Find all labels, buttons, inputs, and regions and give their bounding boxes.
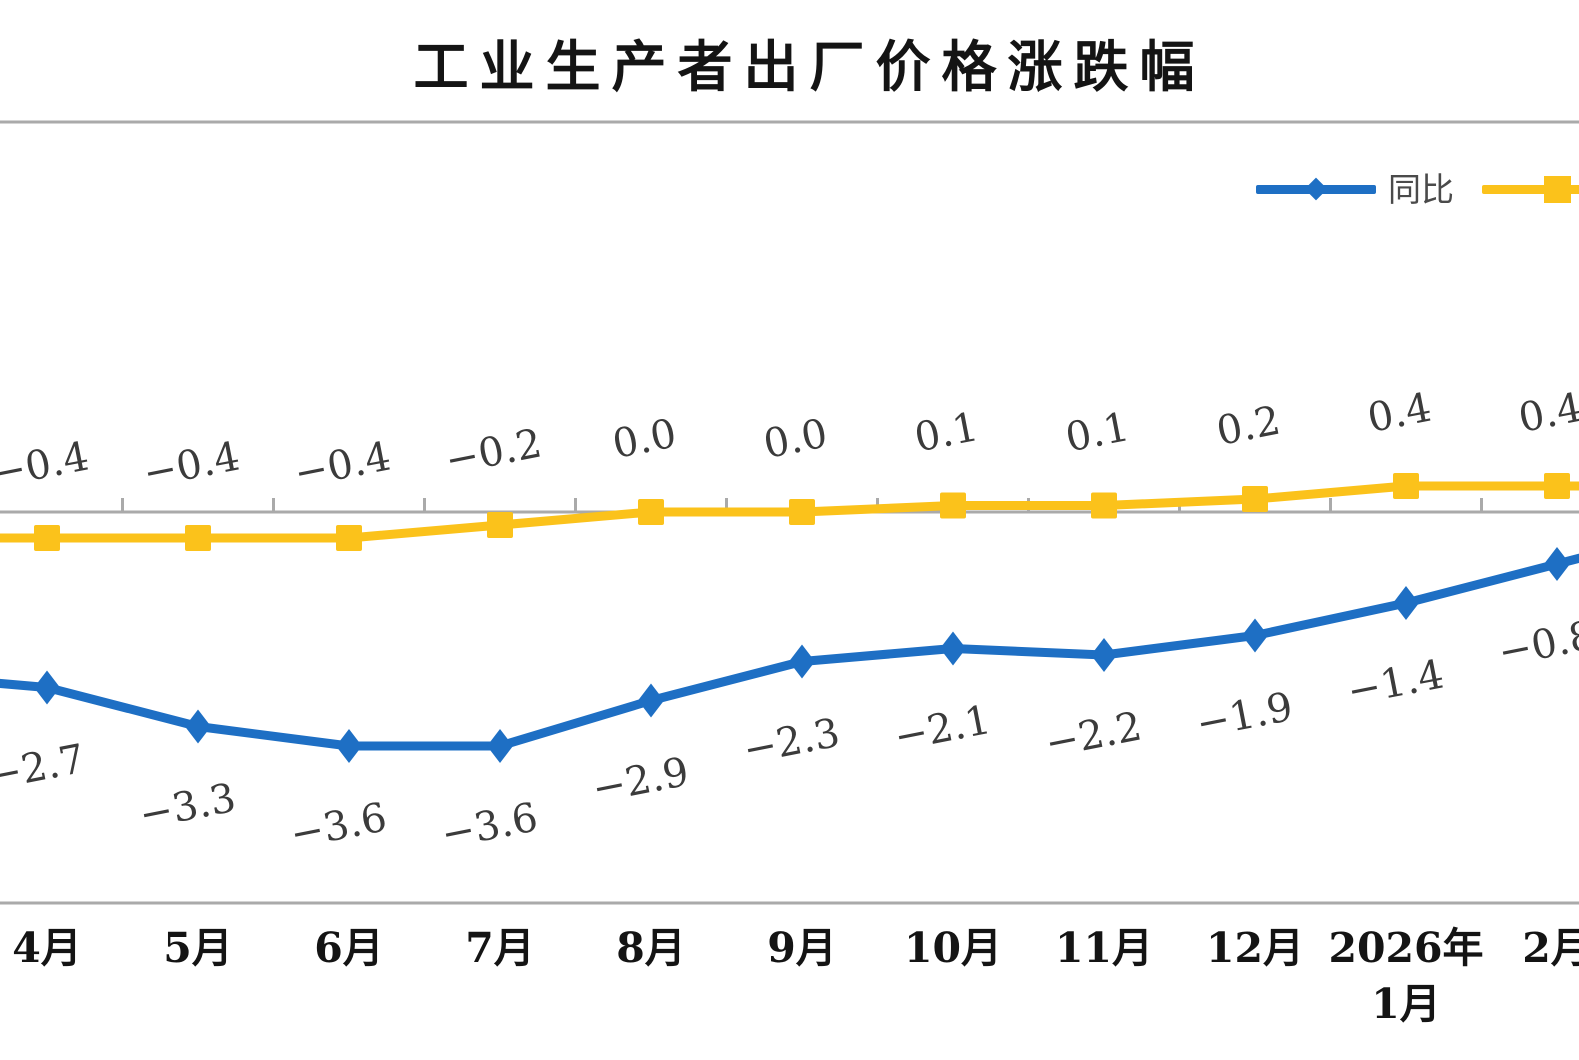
data-label-yoy: −2.2 <box>1041 703 1145 767</box>
data-label-mom: 0.2 <box>1213 398 1284 455</box>
square-marker-icon <box>1091 492 1117 519</box>
legend: 同比 <box>1256 170 1579 208</box>
diamond-marker-icon <box>487 729 513 763</box>
square-marker-icon <box>789 499 815 525</box>
data-label-mom: 0.4 <box>1364 385 1435 442</box>
data-label-mom: −0.4 <box>139 433 243 497</box>
data-label-yoy: −1.4 <box>1343 651 1447 715</box>
legend-item-mom <box>1454 175 1579 203</box>
square-marker-icon <box>638 499 664 525</box>
data-label-mom: 0.1 <box>1062 404 1133 461</box>
square-marker-icon <box>940 492 966 519</box>
diamond-marker-icon <box>1544 547 1570 581</box>
data-label-mom: 0.1 <box>911 404 982 461</box>
x-axis-label: 2月 <box>1522 924 1579 972</box>
data-label-yoy: −3.6 <box>437 794 541 858</box>
square-marker-icon <box>1544 473 1570 499</box>
square-marker-icon <box>185 525 211 551</box>
data-label-mom: −0.2 <box>441 420 545 484</box>
data-label-mom: −0.4 <box>0 433 93 497</box>
square-marker-icon <box>1393 473 1419 499</box>
series-line-yoy <box>0 553 1579 751</box>
x-axis-label: 2026年 1月 <box>1328 924 1483 1028</box>
x-axis-label: 4月 <box>12 924 82 972</box>
data-label-yoy: −2.3 <box>739 710 843 774</box>
x-axis-label: 9月 <box>767 924 837 972</box>
diamond-marker-icon <box>34 670 60 705</box>
square-marker-icon <box>1543 175 1571 203</box>
diamond-marker-icon <box>789 644 815 679</box>
data-label-mom: 0.0 <box>609 411 680 468</box>
x-axis-label: 11月 <box>1055 924 1153 972</box>
diamond-marker-icon <box>1393 586 1419 620</box>
data-label-yoy: −3.3 <box>135 775 239 839</box>
data-label-yoy: −2.9 <box>588 749 692 813</box>
data-label-yoy: −0.8 <box>1494 612 1579 676</box>
data-label-yoy: −3.6 <box>286 794 390 858</box>
x-axis-label: 6月 <box>314 924 384 972</box>
x-axis-label: 12月 <box>1206 924 1304 972</box>
diamond-marker-icon <box>336 729 362 763</box>
x-axis-label: 7月 <box>465 924 535 972</box>
x-axis-label: 5月 <box>163 924 233 972</box>
data-label-yoy: −1.9 <box>1192 684 1296 748</box>
square-marker-icon <box>34 525 60 551</box>
legend-item-yoy: 同比 <box>1256 173 1454 206</box>
square-marker-icon <box>1242 486 1268 512</box>
x-axis-label: 10月 <box>904 924 1002 972</box>
diamond-marker-icon <box>1091 638 1117 672</box>
legend-line-yellow <box>1482 175 1579 203</box>
diamond-marker-icon <box>1242 618 1268 653</box>
chart-title: 工业生产者出厂价格涨跌幅 <box>413 35 1206 99</box>
data-label-mom: −0.4 <box>290 433 394 497</box>
data-label-mom: 0.4 <box>1515 385 1579 442</box>
square-marker-icon <box>487 512 513 538</box>
diamond-marker-icon <box>185 709 211 744</box>
diamond-marker-icon <box>940 631 966 666</box>
data-label-mom: 0.0 <box>760 411 831 468</box>
legend-label-yoy: 同比 <box>1388 169 1454 209</box>
data-label-yoy: −2.1 <box>890 697 994 761</box>
x-axis-label: 8月 <box>616 924 686 972</box>
data-label-yoy: −2.7 <box>0 736 89 800</box>
legend-line-blue <box>1256 177 1376 201</box>
square-marker-icon <box>336 525 362 551</box>
diamond-marker-icon <box>638 683 664 718</box>
